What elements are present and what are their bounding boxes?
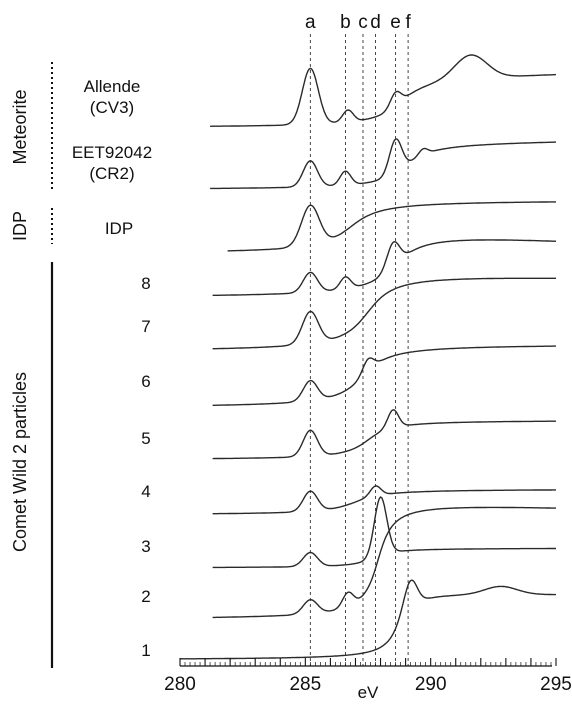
spectrum-3 <box>212 496 556 569</box>
x-axis-label: eV <box>358 683 379 702</box>
spectrum-5 <box>212 409 556 460</box>
x-axis: 280 285 290 295 <box>164 658 572 695</box>
ref-line-label-f: f <box>405 12 411 33</box>
ref-line-label-c: c <box>358 12 368 33</box>
series-labels: Allende (CV3) EET92042 (CR2) IDP 8 7 6 5 4 3 2 1 <box>72 77 152 660</box>
x-tick-label-280: 280 <box>164 674 196 695</box>
group-label-idp: IDP <box>10 211 30 241</box>
spectrum-6 <box>212 345 556 406</box>
series-label-5: 5 <box>141 429 150 448</box>
spectrum-4 <box>212 485 556 515</box>
group-label-meteorite: Meteorite <box>10 89 30 164</box>
series-label-eet92042: EET92042 (CR2) <box>72 143 152 183</box>
spectrum-8 <box>212 239 557 296</box>
series-label-8: 8 <box>141 274 150 293</box>
x-tick-label-295: 295 <box>540 674 572 695</box>
spectra <box>180 54 557 660</box>
ref-line-label-b: b <box>340 12 351 33</box>
series-label-4: 4 <box>141 482 150 501</box>
spectrum-2 <box>212 506 556 619</box>
series-label-1: 1 <box>141 641 150 660</box>
ref-line-label-a: a <box>305 12 316 33</box>
spectrum-idp <box>227 201 556 252</box>
series-label-3: 3 <box>141 537 150 556</box>
series-label-idp: IDP <box>105 219 133 238</box>
x-tick-label-285: 285 <box>289 674 321 695</box>
series-label-7: 7 <box>141 317 150 336</box>
group-label-comet-wild-2-particles: Comet Wild 2 particles <box>10 372 30 552</box>
ref-line-label-d: d <box>370 12 381 33</box>
spectrum-1 <box>180 579 556 660</box>
spectrum-eet92042 <box>210 138 556 190</box>
series-label-allende: Allende (CV3) <box>84 77 141 117</box>
series-label-6: 6 <box>141 372 150 391</box>
x-tick-label-290: 290 <box>415 674 447 695</box>
group-labels: Meteorite IDP Comet Wild 2 particles <box>10 62 54 668</box>
spectrum-7 <box>212 277 556 350</box>
ref-line-label-e: e <box>390 12 401 33</box>
series-label-2: 2 <box>141 587 150 606</box>
spectrum-allende <box>210 54 557 127</box>
